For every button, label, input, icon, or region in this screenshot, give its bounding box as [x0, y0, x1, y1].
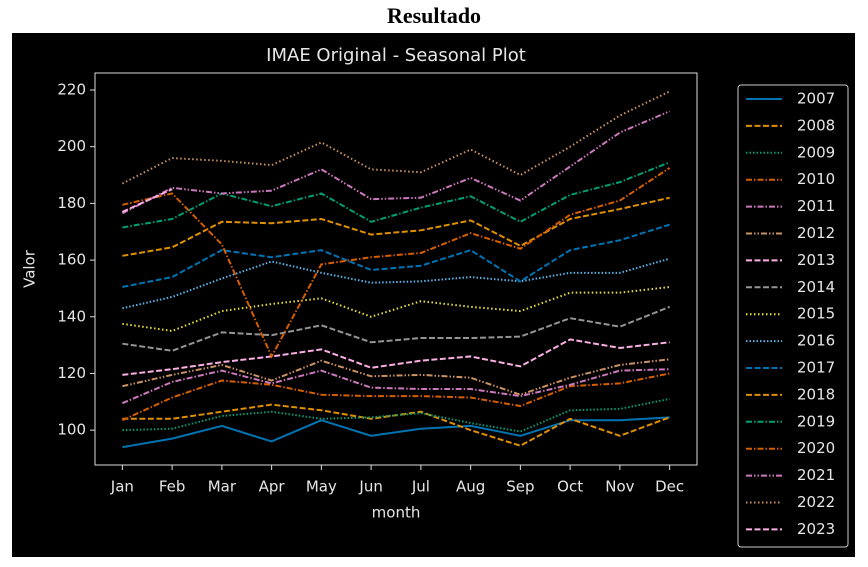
series-line [121, 188, 173, 213]
legend-label: 2009 [797, 143, 835, 161]
x-axis-label: month [372, 504, 421, 522]
x-tick-label: Dec [655, 478, 684, 496]
y-tick-label: 160 [57, 251, 86, 269]
y-tick-label: 220 [57, 81, 86, 99]
legend-label: 2016 [797, 332, 835, 350]
x-tick-label: Sep [506, 478, 534, 496]
x-tick-label: Jun [358, 478, 382, 496]
legend-label: 2012 [797, 224, 835, 242]
series-line [121, 90, 671, 185]
heading: Resultado [387, 3, 481, 28]
y-tick-label: 120 [57, 364, 86, 382]
series-line [121, 368, 670, 405]
legend-label: 2010 [797, 170, 835, 188]
series-line [122, 416, 670, 449]
series-line [122, 223, 670, 288]
x-tick-label: Jan [110, 478, 134, 496]
legend-label: 2020 [797, 439, 835, 457]
series-line [122, 161, 671, 229]
legend-label: 2015 [797, 305, 835, 323]
legend-label: 2014 [797, 278, 835, 296]
chart-background [12, 33, 855, 557]
legend-label: 2022 [797, 493, 835, 511]
series-line [122, 358, 670, 396]
x-tick-label: Apr [259, 478, 286, 496]
series-line [122, 257, 670, 310]
legend-label: 2017 [797, 359, 835, 377]
x-tick-label: Oct [557, 478, 583, 496]
y-axis-label: Valor [21, 249, 39, 288]
legend-label: 2007 [797, 90, 835, 108]
x-tick-label: Jul [411, 478, 430, 496]
x-tick-label: May [306, 478, 337, 496]
legend-label: 2013 [797, 251, 835, 269]
legend-label: 2021 [797, 466, 835, 484]
y-tick-label: 200 [57, 137, 86, 155]
x-tick-label: Feb [159, 478, 186, 496]
legend-label: 2008 [797, 116, 835, 134]
legend-label: 2023 [797, 520, 835, 538]
series-line [121, 110, 671, 215]
series-line [122, 338, 670, 376]
legend-label: 2011 [797, 197, 835, 215]
series-line [122, 196, 670, 257]
x-tick-label: Aug [456, 478, 485, 496]
x-tick-label: Nov [605, 478, 634, 496]
legend-label: 2019 [797, 412, 835, 430]
plot-frame [94, 72, 698, 466]
chart-title: IMAE Original - Seasonal Plot [266, 45, 526, 66]
x-tick-label: Mar [208, 478, 237, 496]
y-tick-label: 140 [57, 307, 86, 325]
y-tick-label: 180 [57, 194, 86, 212]
series-line [122, 305, 671, 352]
legend [737, 84, 849, 548]
series-line [122, 403, 670, 447]
y-tick-label: 100 [57, 421, 86, 439]
legend-label: 2018 [797, 385, 835, 403]
series-line [122, 167, 671, 359]
